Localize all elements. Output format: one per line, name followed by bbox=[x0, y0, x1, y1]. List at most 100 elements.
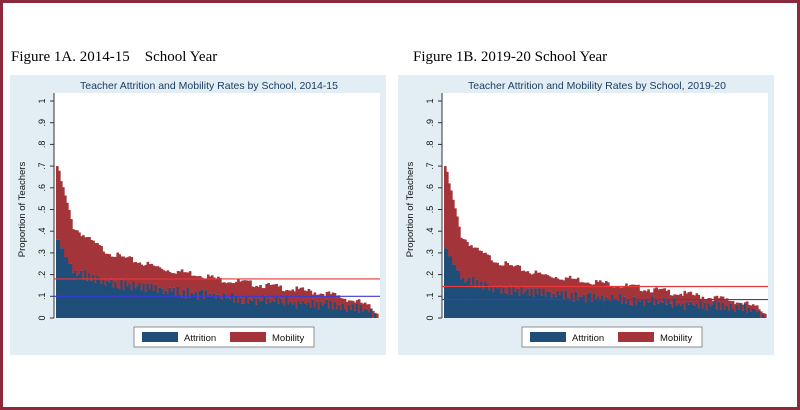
chart1-mobility-bar bbox=[596, 281, 600, 297]
chart0-attrition-bar bbox=[351, 304, 355, 318]
chart0-mobility-bar bbox=[162, 270, 166, 294]
chart0-attrition-bar bbox=[373, 313, 377, 318]
chart1-mobility-bar bbox=[665, 290, 668, 305]
chart1-mobility-bar bbox=[580, 282, 584, 298]
chart1-mobility-bar bbox=[641, 291, 644, 300]
chart0-attrition-bar bbox=[255, 304, 258, 318]
chart0-attrition-bar bbox=[68, 263, 71, 318]
chart0-mobility-bar bbox=[219, 277, 222, 298]
chart1-mobility-bar bbox=[482, 253, 485, 290]
chart0-attrition-bar bbox=[291, 304, 295, 318]
chart0-mobility-bar bbox=[168, 272, 172, 288]
chart0-attrition-bar bbox=[303, 303, 307, 318]
chart1-y-tick-label: .6 bbox=[425, 184, 435, 192]
chart1-attrition-bar bbox=[542, 289, 546, 318]
chart0-attrition-bar bbox=[102, 280, 105, 318]
chart0-attrition-bar bbox=[317, 309, 321, 318]
chart1-attrition-bar bbox=[755, 312, 759, 318]
chart1-mobility-bar bbox=[520, 271, 524, 287]
chart1-mobility-bar bbox=[478, 250, 481, 288]
chart0-mobility-bar bbox=[58, 170, 61, 240]
chart0-attrition-bar bbox=[285, 297, 289, 318]
chart0-attrition-bar bbox=[323, 303, 327, 318]
chart1-attrition-bar bbox=[498, 285, 501, 318]
chart1-attrition-bar bbox=[546, 291, 550, 318]
chart1-y-tick-label: .2 bbox=[425, 271, 435, 279]
chart0-attrition-bar bbox=[279, 298, 282, 318]
chart0-mobility-bar bbox=[208, 276, 212, 294]
chart0-attrition-bar bbox=[247, 303, 250, 318]
chart1-attrition-bar bbox=[566, 297, 570, 318]
chart1-attrition-bar bbox=[476, 279, 479, 318]
chart0-mobility-bar bbox=[217, 276, 220, 295]
chart1-attrition-bar bbox=[747, 307, 751, 318]
chart0-mobility-bar bbox=[104, 253, 107, 286]
chart0-attrition-bar bbox=[315, 301, 319, 318]
chart1-attrition-bar bbox=[588, 292, 592, 318]
chart0-mobility-bar bbox=[144, 264, 148, 292]
chart-panel-2019-20: Teacher Attrition and Mobility Rates by … bbox=[398, 75, 774, 355]
chart0-attrition-bar bbox=[126, 286, 130, 318]
chart1-mobility-bar bbox=[582, 282, 586, 295]
chart0-mobility-bar bbox=[68, 209, 71, 264]
chart1-attrition-bar bbox=[504, 292, 507, 318]
chart0-mobility-bar bbox=[72, 229, 75, 273]
chart1-attrition-bar bbox=[639, 301, 642, 318]
chart1-mobility-bar bbox=[697, 294, 701, 309]
chart1-attrition-bar bbox=[703, 302, 707, 318]
chart1-attrition-bar bbox=[717, 301, 721, 318]
chart1-mobility-bar bbox=[749, 305, 753, 312]
chart1-attrition-bar bbox=[739, 304, 743, 318]
chart1-attrition-bar bbox=[633, 296, 636, 318]
chart1-attrition-bar bbox=[492, 291, 495, 318]
chart0-attrition-bar bbox=[363, 308, 367, 318]
chart1-attrition-bar bbox=[763, 317, 767, 318]
chart1-mobility-bar bbox=[518, 265, 522, 296]
chart0-mobility-bar bbox=[56, 166, 59, 240]
chart1-mobility-bar bbox=[472, 247, 475, 277]
chart1-attrition-bar bbox=[735, 304, 739, 318]
chart0-mobility-bar bbox=[223, 282, 226, 294]
chart1-attrition-bar bbox=[502, 287, 505, 318]
chart0-attrition-bar bbox=[150, 283, 154, 318]
chart1-attrition-bar bbox=[490, 286, 493, 318]
chart1-mobility-bar bbox=[480, 250, 483, 282]
chart0-mobility-bar bbox=[136, 263, 140, 286]
chart1-mobility-bar bbox=[649, 292, 652, 302]
chart1-attrition-bar bbox=[568, 300, 572, 318]
chart0-mobility-bar bbox=[285, 289, 289, 298]
chart0-mobility-bar bbox=[361, 303, 365, 312]
chart1-mobility-bar bbox=[747, 304, 751, 308]
chart1-attrition-bar bbox=[725, 305, 729, 318]
chart1-attrition-bar bbox=[699, 301, 703, 318]
chart1-mobility-bar bbox=[687, 292, 691, 305]
chart1-mobility-bar bbox=[709, 298, 713, 307]
chart0-y-tick-label: .8 bbox=[37, 141, 47, 149]
chart1-mobility-bar bbox=[745, 301, 749, 313]
chart0-attrition-bar bbox=[208, 293, 212, 318]
chart1-mobility-bar bbox=[621, 287, 624, 304]
chart0-mobility-bar bbox=[86, 236, 89, 281]
chart1-mobility-bar bbox=[588, 283, 592, 293]
chart1-attrition-bar bbox=[506, 294, 509, 318]
chart1-attrition-bar bbox=[470, 284, 473, 318]
chart0-attrition-bar bbox=[369, 308, 373, 318]
chart1-mobility-bar bbox=[623, 286, 626, 297]
chart1-mobility-bar bbox=[759, 311, 763, 318]
chart1-mobility-bar bbox=[476, 247, 479, 280]
chart0-attrition-bar bbox=[106, 280, 109, 318]
chart1-attrition-bar bbox=[464, 282, 467, 318]
chart1-mobility-bar bbox=[556, 278, 560, 292]
chart1-attrition-bar bbox=[669, 303, 673, 318]
chart1-attrition-bar bbox=[733, 311, 737, 318]
chart1-attrition-bar bbox=[500, 293, 503, 318]
chart1-attrition-bar bbox=[460, 279, 463, 318]
chart1-attrition-bar bbox=[602, 300, 606, 318]
chart0-y-tick-label: .7 bbox=[37, 162, 47, 170]
chart1-mobility-bar bbox=[546, 275, 550, 292]
chart1-mobility-bar bbox=[639, 290, 642, 302]
chart0-attrition-bar bbox=[233, 302, 236, 318]
chart1-mobility-bar bbox=[584, 282, 588, 303]
chart1-attrition-bar bbox=[607, 299, 610, 318]
chart0-mobility-bar bbox=[323, 296, 327, 304]
